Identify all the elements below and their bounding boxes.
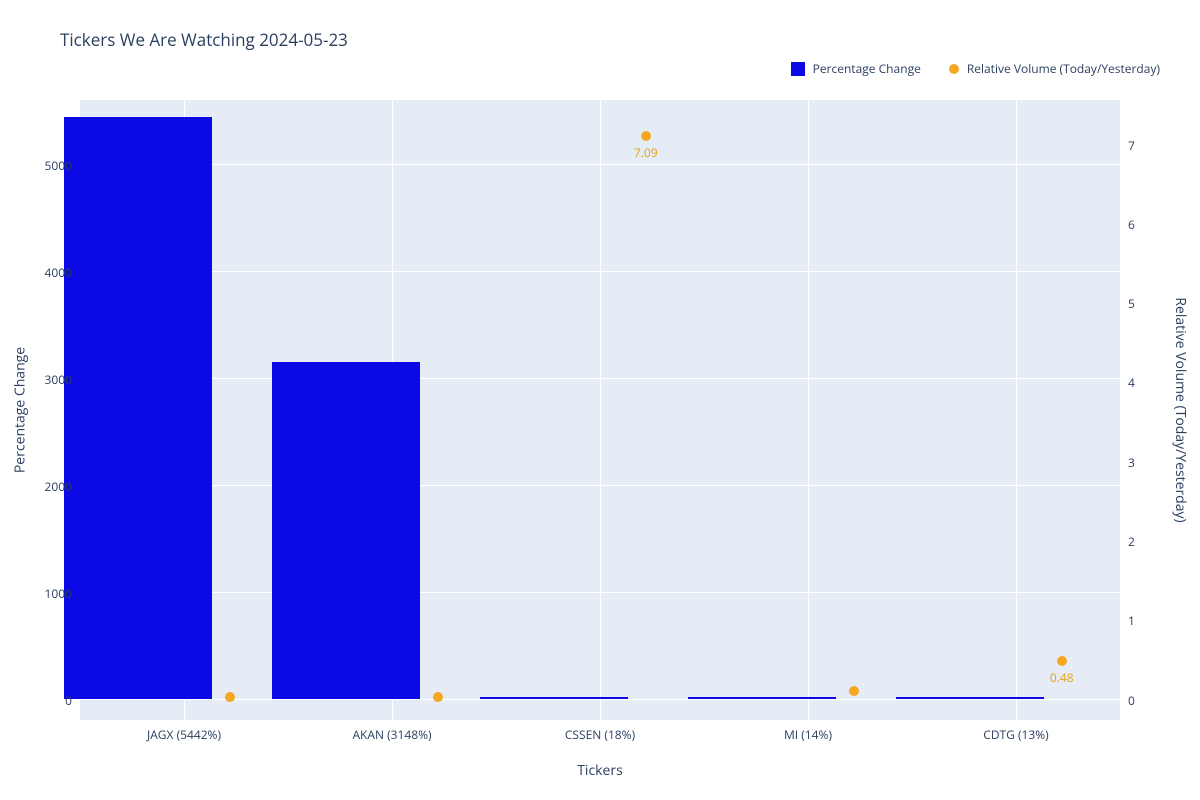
gridline	[1016, 100, 1017, 720]
y2-tick-label: 4	[1128, 374, 1135, 391]
bar[interactable]	[272, 362, 421, 699]
legend-label: Relative Volume (Today/Yesterday)	[967, 60, 1160, 77]
legend-dot-icon	[949, 64, 959, 74]
scatter-marker[interactable]	[1057, 656, 1067, 666]
y-tick-label: 2000	[45, 478, 72, 495]
y2-tick-label: 5	[1128, 295, 1135, 312]
y2-axis-label: Relative Volume (Today/Yesterday)	[1171, 297, 1190, 522]
y-tick-label: 5000	[45, 157, 72, 174]
y2-tick-label: 7	[1128, 137, 1135, 154]
plot-area: 7.09 0.48	[80, 100, 1120, 720]
scatter-marker[interactable]	[849, 686, 859, 696]
y-tick-label: 4000	[45, 264, 72, 281]
legend-item-markers[interactable]: Relative Volume (Today/Yesterday)	[949, 60, 1160, 77]
x-tick-label: CSSEN (18%)	[565, 726, 635, 743]
scatter-marker[interactable]	[433, 692, 443, 702]
y2-tick-label: 2	[1128, 533, 1135, 550]
chart-container: Tickers We Are Watching 2024-05-23 Perce…	[0, 0, 1200, 800]
x-tick-label: CDTG (13%)	[983, 726, 1048, 743]
bar[interactable]	[688, 697, 837, 698]
gridline	[808, 100, 809, 720]
y-axis-label: Percentage Change	[11, 347, 30, 473]
marker-label: 0.48	[1050, 669, 1074, 686]
x-tick-label: AKAN (3148%)	[352, 726, 431, 743]
bar[interactable]	[480, 697, 629, 699]
legend-item-bars[interactable]: Percentage Change	[791, 60, 921, 77]
y-tick-label: 3000	[45, 371, 72, 388]
x-tick-label: JAGX (5442%)	[147, 726, 221, 743]
y2-tick-label: 0	[1128, 692, 1135, 709]
y2-tick-label: 1	[1128, 612, 1135, 629]
y2-tick-label: 6	[1128, 216, 1135, 233]
gridline	[600, 100, 601, 720]
x-tick-label: MI (14%)	[784, 726, 832, 743]
legend-label: Percentage Change	[813, 60, 921, 77]
x-axis-label: Tickers	[577, 761, 623, 780]
bar[interactable]	[64, 117, 213, 699]
y-tick-label: 1000	[45, 585, 72, 602]
marker-label: 7.09	[634, 144, 658, 161]
y2-tick-label: 3	[1128, 454, 1135, 471]
legend: Percentage Change Relative Volume (Today…	[791, 60, 1160, 77]
scatter-marker[interactable]	[641, 131, 651, 141]
y-tick-label: 0	[65, 692, 72, 709]
bar[interactable]	[896, 697, 1045, 698]
scatter-marker[interactable]	[225, 692, 235, 702]
chart-title: Tickers We Are Watching 2024-05-23	[60, 28, 348, 51]
legend-square-icon	[791, 62, 805, 76]
